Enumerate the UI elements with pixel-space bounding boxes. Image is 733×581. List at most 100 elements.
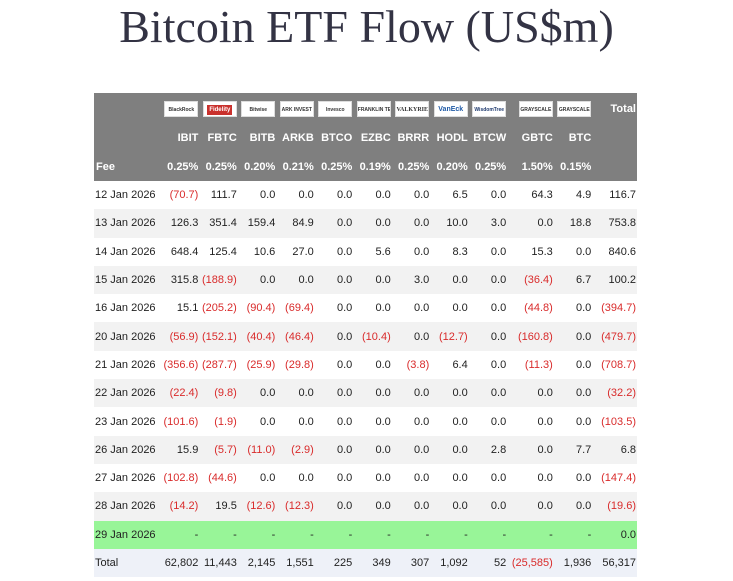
- flow-cell: 0.0: [391, 181, 431, 210]
- flow-cell: 0.0: [507, 407, 554, 436]
- vaneck-logo: VanEck: [433, 100, 468, 117]
- table-row: 21 Jan 2026 (356.6) (287.7) (25.9) (29.8) 0.0…: [94, 350, 637, 380]
- fee-btcw: 0.25%: [468, 152, 508, 181]
- flow-cell: 15.9: [160, 435, 200, 464]
- flow-cell: 0.0: [468, 181, 508, 210]
- flow-cell: (356.6): [160, 350, 200, 380]
- flow-cell: 84.9: [276, 209, 315, 238]
- flow-cell: (3.8): [391, 350, 431, 380]
- totals-cell: (25,585): [507, 548, 554, 577]
- flow-cell: 111.7: [199, 181, 238, 210]
- flow-cell: 64.3: [507, 181, 554, 210]
- totals-cell: 1,936: [553, 548, 593, 577]
- flow-cell: 648.4: [160, 237, 200, 266]
- flow-cell: 0.0: [553, 407, 593, 436]
- flow-cell: (36.4): [507, 265, 554, 295]
- table-row: 28 Jan 2026 (14.2) 19.5 (12.6) (12.3) 0.0 0.0 0…: [94, 492, 637, 521]
- ticker-ezbc: EZBC: [353, 124, 392, 152]
- flow-cell: (22.4): [160, 379, 200, 408]
- row-date: 15 Jan 2026: [94, 265, 161, 295]
- flow-cell: 0.0: [353, 435, 392, 464]
- ticker-corner: [94, 124, 161, 152]
- flow-cell: (40.4): [237, 322, 277, 351]
- flow-cell: 0.0: [353, 407, 392, 436]
- today-total: 0.0: [592, 520, 637, 549]
- etf-flow-table: BlackRock Fidelity Bitwise ARK INVEST In…: [94, 93, 637, 577]
- flow-cell: 0.0: [507, 435, 554, 464]
- fee-bitb: 0.20%: [237, 152, 277, 181]
- flow-cell: (90.4): [237, 294, 277, 323]
- flow-cell: 6.5: [430, 181, 469, 210]
- totals-cell: 307: [391, 548, 431, 577]
- flow-cell: (44.8): [507, 294, 554, 323]
- today-cell: -: [237, 520, 277, 549]
- row-total: (394.7): [592, 294, 637, 323]
- flow-cell: 0.0: [391, 435, 431, 464]
- fee-brrr: 0.25%: [391, 152, 431, 181]
- valkyrie-logo: VALKYRIE: [395, 100, 430, 117]
- flow-cell: 0.0: [507, 492, 554, 521]
- flow-cell: 15.1: [160, 294, 200, 323]
- flow-cell: 3.0: [468, 209, 508, 238]
- flow-cell: 0.0: [353, 379, 392, 408]
- table-row: 14 Jan 2026 648.4 125.4 10.6 27.0 0.0 5.6 0.0 8.…: [94, 237, 637, 266]
- flow-cell: 159.4: [237, 209, 277, 238]
- flow-cell: 0.0: [391, 237, 431, 266]
- flow-cell: 3.0: [391, 265, 431, 295]
- table-row: 13 Jan 2026 126.3 351.4 159.4 84.9 0.0 0.0 0.0 1…: [94, 209, 637, 238]
- ticker-bitb: BITB: [237, 124, 277, 152]
- wisdomtree-logo: WisdomTree: [472, 100, 507, 117]
- ark-logo: ARK INVEST: [279, 100, 314, 117]
- flow-cell: 0.0: [391, 463, 431, 493]
- grayscale-logo: GRAYSCALE: [518, 100, 553, 117]
- flow-cell: 0.0: [276, 407, 315, 436]
- issuer-logo-row: BlackRock Fidelity Bitwise ARK INVEST In…: [94, 93, 637, 124]
- ticker-btco: BTCO: [314, 124, 354, 152]
- table-row: 23 Jan 2026 (101.6) (1.9) 0.0 0.0 0.0 0.0 0.0 0.…: [94, 407, 637, 436]
- flow-cell: (287.7): [199, 350, 238, 380]
- row-date: 26 Jan 2026: [94, 435, 161, 464]
- table-row: 16 Jan 2026 15.1 (205.2) (90.4) (69.4) 0.0 0.0…: [94, 294, 637, 323]
- total-header: Total: [592, 93, 637, 124]
- row-total: 753.8: [592, 209, 637, 238]
- flow-cell: 351.4: [199, 209, 238, 238]
- flow-cell: 0.0: [353, 209, 392, 238]
- fee-hodl: 0.20%: [430, 152, 469, 181]
- flow-cell: (205.2): [199, 294, 238, 323]
- flow-cell: 0.0: [507, 379, 554, 408]
- flow-cell: 10.0: [430, 209, 469, 238]
- flow-cell: 0.0: [314, 322, 354, 351]
- flow-cell: (56.9): [160, 322, 200, 351]
- flow-cell: 0.0: [430, 463, 469, 493]
- flow-cell: 125.4: [199, 237, 238, 266]
- ticker-row: IBIT FBTC BITB ARKB BTCO EZBC BRRR HODL BTCW GBTC…: [94, 124, 637, 152]
- row-date: 28 Jan 2026: [94, 492, 161, 521]
- corner-cell: [94, 93, 161, 124]
- flow-cell: (188.9): [199, 265, 238, 295]
- flow-cell: (25.9): [237, 350, 277, 380]
- row-date: 12 Jan 2026: [94, 181, 161, 210]
- row-date: 16 Jan 2026: [94, 294, 161, 323]
- flow-cell: 0.0: [314, 265, 354, 295]
- flow-cell: (12.6): [237, 492, 277, 521]
- flow-cell: 0.0: [430, 294, 469, 323]
- flow-cell: (10.4): [353, 322, 392, 351]
- fee-ibit: 0.25%: [160, 152, 200, 181]
- today-cell: -: [353, 520, 392, 549]
- today-cell: -: [391, 520, 431, 549]
- flow-cell: 19.5: [199, 492, 238, 521]
- totals-cell: 1,551: [276, 548, 315, 577]
- flow-cell: (69.4): [276, 294, 315, 323]
- fee-fbtc: 0.25%: [199, 152, 238, 181]
- flow-cell: 0.0: [237, 379, 277, 408]
- flow-cell: 0.0: [468, 492, 508, 521]
- table-row: 27 Jan 2026 (102.8) (44.6) 0.0 0.0 0.0 0.0 0.0 0…: [94, 463, 637, 493]
- flow-cell: (102.8): [160, 463, 200, 493]
- table-row: 20 Jan 2026 (56.9) (152.1) (40.4) (46.4) 0.0(…: [94, 322, 637, 351]
- today-cell: -: [199, 520, 238, 549]
- grayscale-mini-logo: GRAYSCALE: [557, 100, 592, 117]
- flow-cell: 0.0: [353, 181, 392, 210]
- fidelity-logo: Fidelity: [202, 100, 237, 117]
- row-date: 21 Jan 2026: [94, 350, 161, 380]
- flow-cell: (12.3): [276, 492, 315, 521]
